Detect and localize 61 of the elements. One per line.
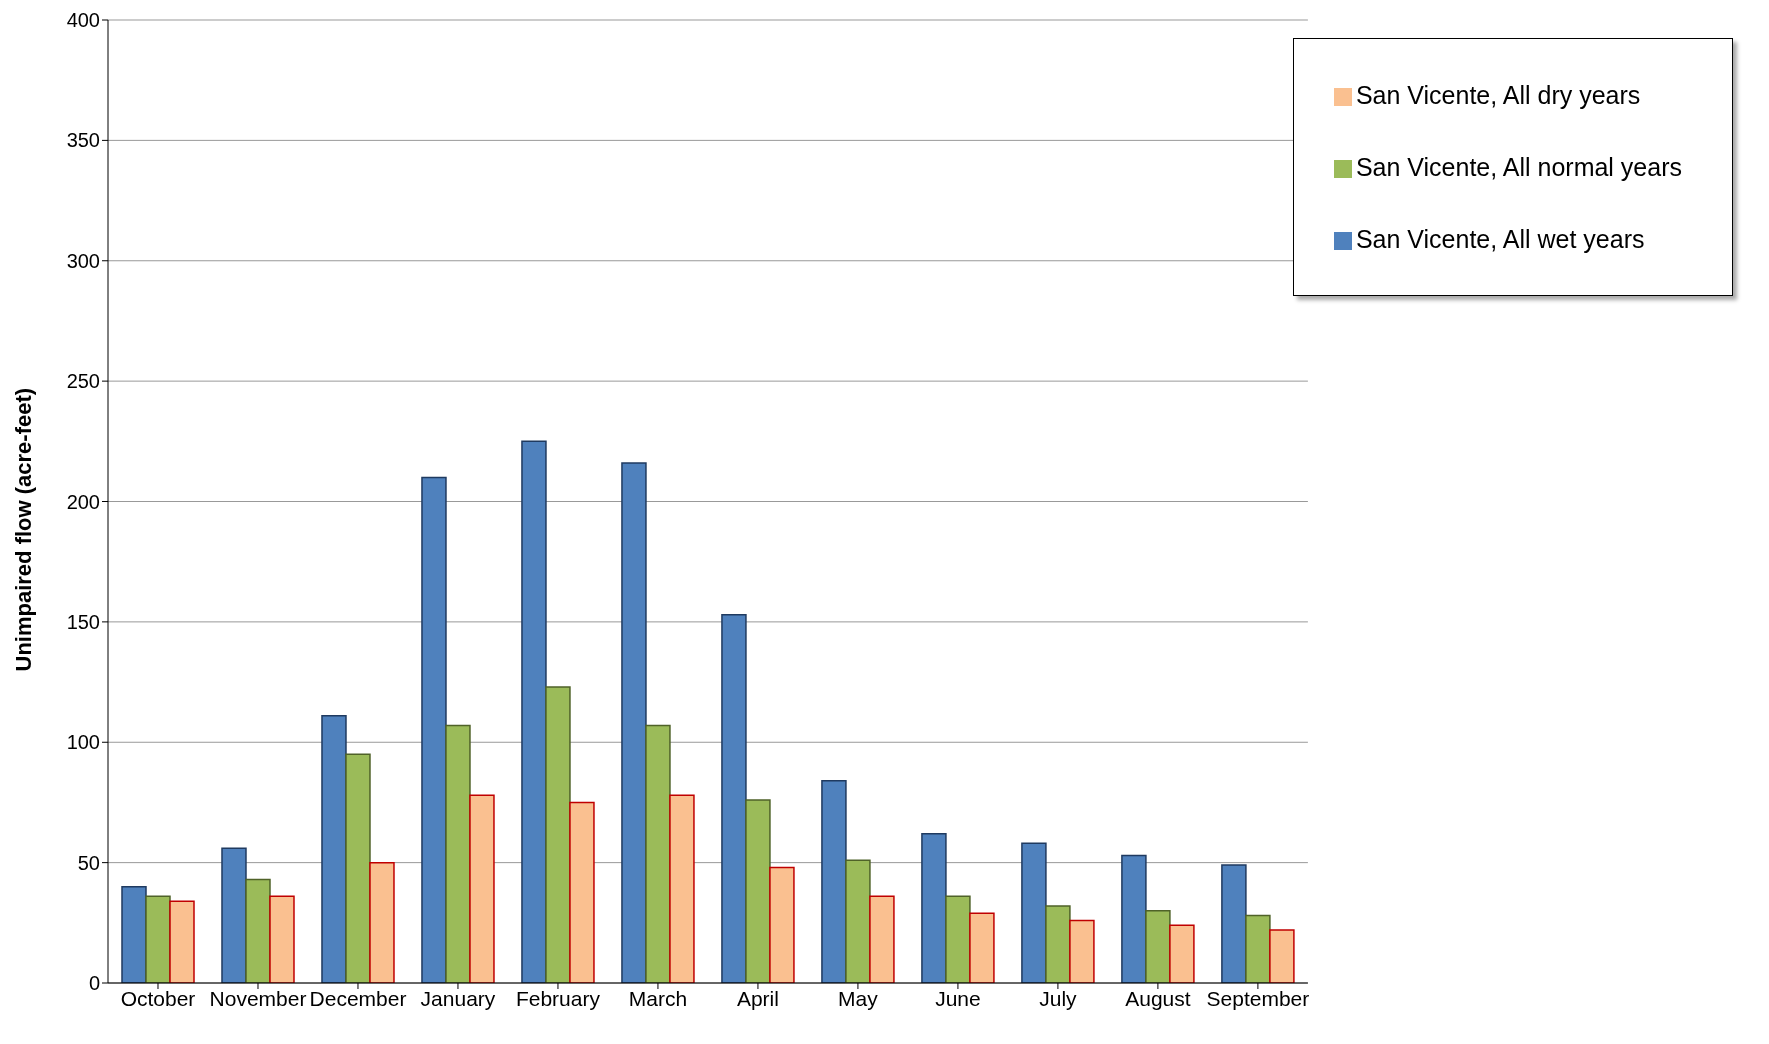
bar xyxy=(221,847,247,983)
legend-label: San Vicente, All normal years xyxy=(1355,153,1682,181)
bar xyxy=(1021,842,1047,983)
bar xyxy=(369,861,395,983)
y-tick-label: 50 xyxy=(77,851,100,874)
bar xyxy=(1121,854,1147,983)
bar xyxy=(969,912,995,983)
x-tick-label: June xyxy=(935,986,981,1010)
bar xyxy=(745,799,771,983)
y-tick-label: 300 xyxy=(66,249,100,272)
x-tick-label: September xyxy=(1206,986,1310,1010)
bar xyxy=(945,895,971,983)
bar xyxy=(169,900,195,983)
bar xyxy=(321,715,347,983)
bar xyxy=(821,780,847,983)
x-tick-label: October xyxy=(120,986,196,1010)
y-tick-label: 0 xyxy=(88,972,100,995)
bar xyxy=(921,832,947,983)
y-tick-label: 250 xyxy=(66,370,100,393)
bar xyxy=(621,462,647,983)
bar xyxy=(445,724,471,983)
bar xyxy=(769,866,795,983)
y-tick-label: 200 xyxy=(66,490,100,513)
bar xyxy=(1145,910,1171,983)
x-tick-label: May xyxy=(838,986,879,1010)
bar xyxy=(721,613,747,983)
x-tick-label: March xyxy=(628,986,688,1010)
y-axis-title: Unimpaired flow (acre-feet) xyxy=(10,387,36,672)
bar xyxy=(569,801,595,983)
bar xyxy=(245,878,271,983)
x-tick-label: January xyxy=(420,986,496,1010)
x-tick-label: February xyxy=(515,986,601,1010)
bar xyxy=(521,440,547,983)
bar xyxy=(269,895,295,983)
x-tick-label: July xyxy=(1039,986,1078,1010)
bar xyxy=(1269,929,1295,983)
bar xyxy=(145,895,171,983)
x-tick-label: November xyxy=(209,986,307,1010)
bar xyxy=(1045,905,1071,983)
bar xyxy=(469,794,495,983)
y-tick-label: 150 xyxy=(66,610,100,633)
x-tick-label: December xyxy=(309,986,407,1010)
bar xyxy=(1221,864,1247,983)
bar xyxy=(845,859,871,983)
bar xyxy=(121,885,147,983)
bar xyxy=(869,895,895,983)
bar xyxy=(1245,914,1271,983)
legend-label: San Vicente, All dry years xyxy=(1355,81,1641,109)
legend-label: San Vicente, All wet years xyxy=(1355,225,1645,253)
y-tick-label: 400 xyxy=(66,9,100,32)
y-tick-label: 350 xyxy=(66,129,100,152)
x-tick-label: April xyxy=(736,986,779,1010)
bar xyxy=(421,476,447,983)
bar xyxy=(345,753,371,983)
y-tick-label: 100 xyxy=(66,731,100,754)
bar xyxy=(669,794,695,983)
bar xyxy=(645,724,671,983)
x-tick-label: August xyxy=(1125,986,1191,1010)
bar xyxy=(1069,919,1095,983)
bar xyxy=(1169,924,1195,983)
bar xyxy=(545,686,571,983)
